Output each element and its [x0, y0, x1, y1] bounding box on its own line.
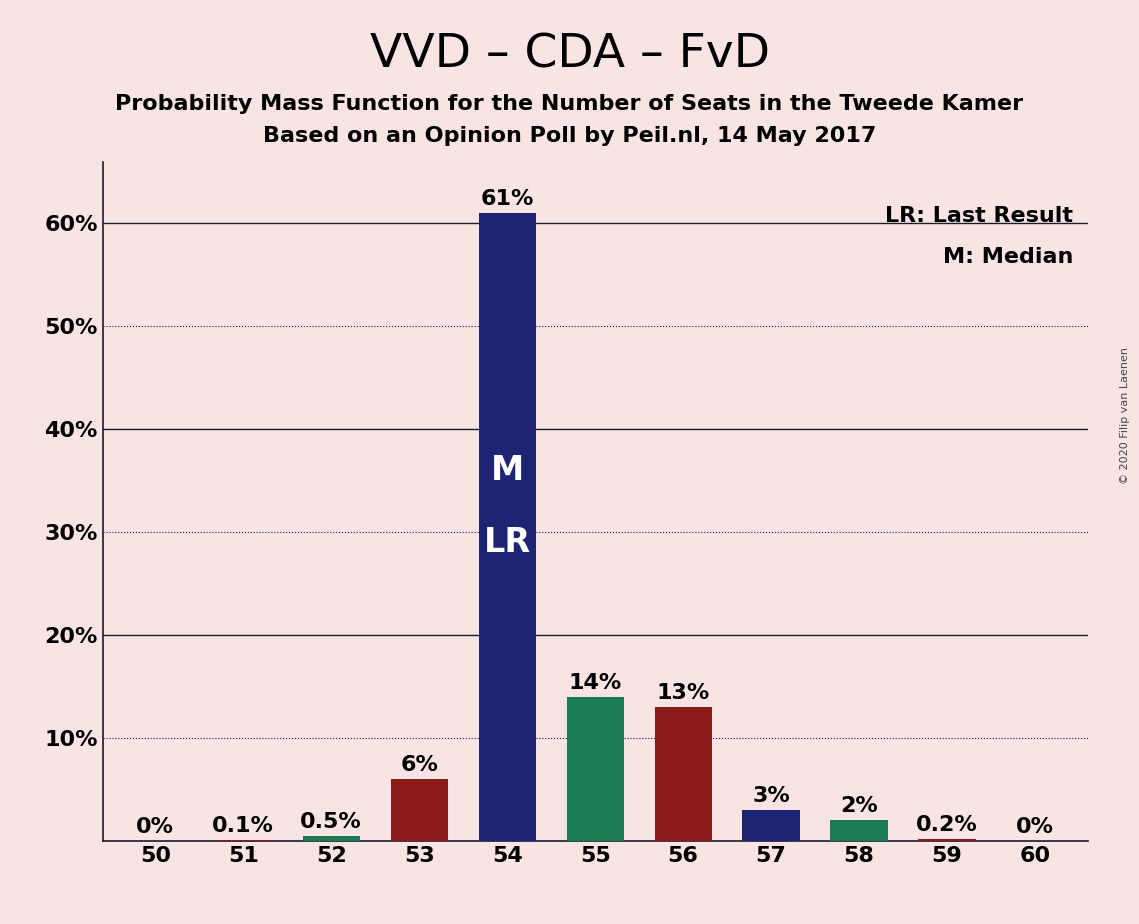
Text: 0%: 0%	[137, 817, 174, 837]
Text: 2%: 2%	[841, 796, 878, 816]
Bar	[918, 839, 976, 841]
Text: LR: Last Result: LR: Last Result	[885, 206, 1073, 225]
Text: 61%: 61%	[481, 189, 534, 209]
Text: 0.1%: 0.1%	[212, 816, 274, 835]
Bar	[655, 707, 712, 841]
Text: 14%: 14%	[568, 673, 622, 693]
Text: 0.5%: 0.5%	[301, 811, 362, 832]
Text: Probability Mass Function for the Number of Seats in the Tweede Kamer: Probability Mass Function for the Number…	[115, 94, 1024, 115]
Text: 0%: 0%	[1016, 817, 1054, 837]
Bar	[478, 213, 535, 841]
Text: © 2020 Filip van Laenen: © 2020 Filip van Laenen	[1120, 347, 1130, 484]
Bar	[830, 821, 887, 841]
Text: M: Median: M: Median	[943, 247, 1073, 267]
Text: 6%: 6%	[400, 755, 439, 775]
Bar	[743, 810, 800, 841]
Bar	[391, 779, 448, 841]
Text: 13%: 13%	[656, 683, 710, 703]
Bar	[214, 840, 272, 841]
Text: 0.2%: 0.2%	[916, 815, 978, 834]
Text: LR: LR	[484, 526, 531, 559]
Text: 3%: 3%	[752, 785, 790, 806]
Text: VVD – CDA – FvD: VVD – CDA – FvD	[369, 32, 770, 78]
Text: Based on an Opinion Poll by Peil.nl, 14 May 2017: Based on an Opinion Poll by Peil.nl, 14 …	[263, 126, 876, 146]
Bar	[566, 697, 624, 841]
Bar	[303, 835, 360, 841]
Text: M: M	[491, 454, 524, 487]
